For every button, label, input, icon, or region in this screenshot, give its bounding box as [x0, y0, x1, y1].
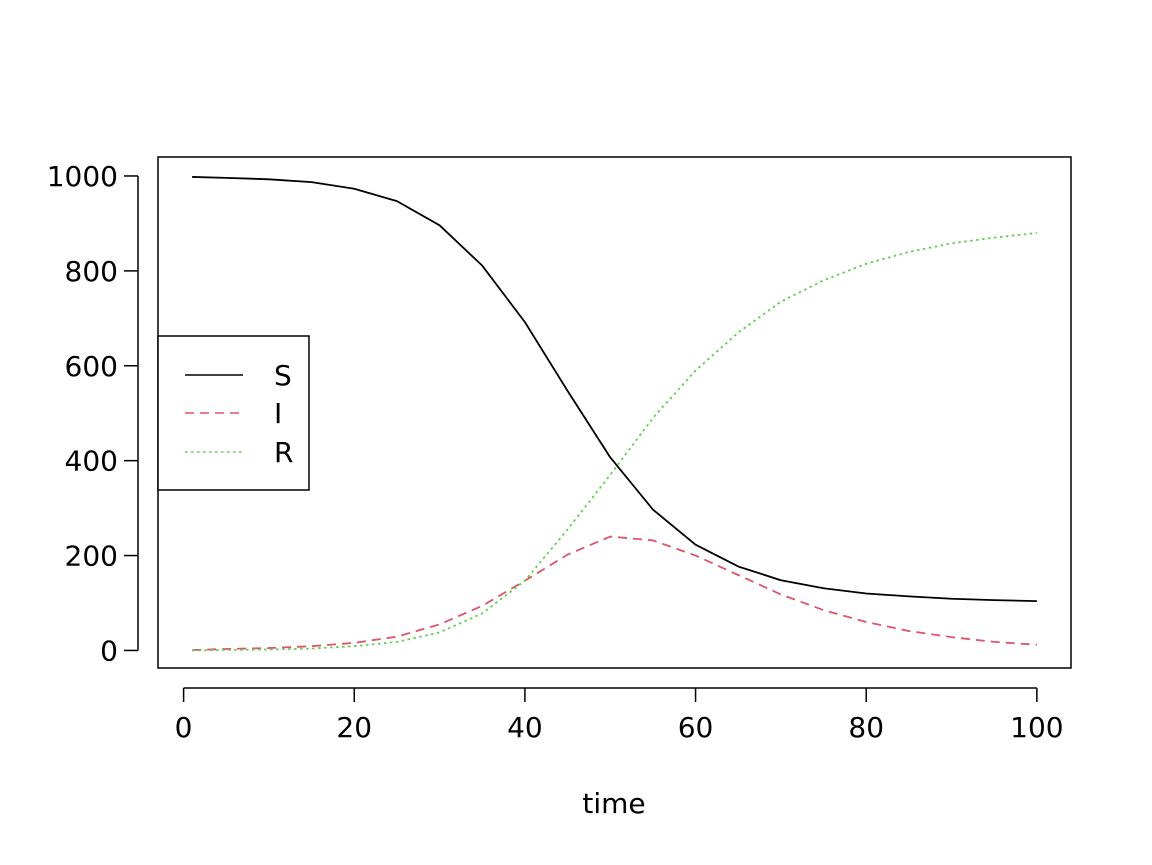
legend: S I R	[157, 335, 310, 491]
series-line-r	[192, 232, 1037, 652]
x-tick-label: 100	[1010, 711, 1063, 744]
series-line-s	[192, 176, 1037, 602]
series-line-i	[192, 535, 1037, 651]
y-tick-label: 0	[100, 634, 118, 667]
legend-label-s: S	[274, 359, 292, 392]
x-tick-label: 20	[336, 711, 372, 744]
x-axis: 0 20 40 60 80 100	[175, 687, 1064, 744]
legend-label-i: I	[274, 397, 282, 430]
x-axis-label: time	[582, 787, 645, 820]
legend-label-r: R	[274, 436, 293, 469]
y-tick-label: 600	[65, 350, 118, 383]
series-layer	[192, 176, 1037, 652]
x-tick-label: 0	[175, 711, 193, 744]
x-tick-label: 40	[507, 711, 543, 744]
y-tick-label: 200	[65, 540, 118, 573]
x-tick-label: 60	[678, 711, 714, 744]
y-tick-label: 1000	[47, 160, 118, 193]
y-tick-label: 400	[65, 445, 118, 478]
x-tick-label: 80	[848, 711, 884, 744]
y-tick-label: 800	[65, 255, 118, 288]
y-axis: 0 200 400 600 800 1000	[47, 160, 139, 667]
